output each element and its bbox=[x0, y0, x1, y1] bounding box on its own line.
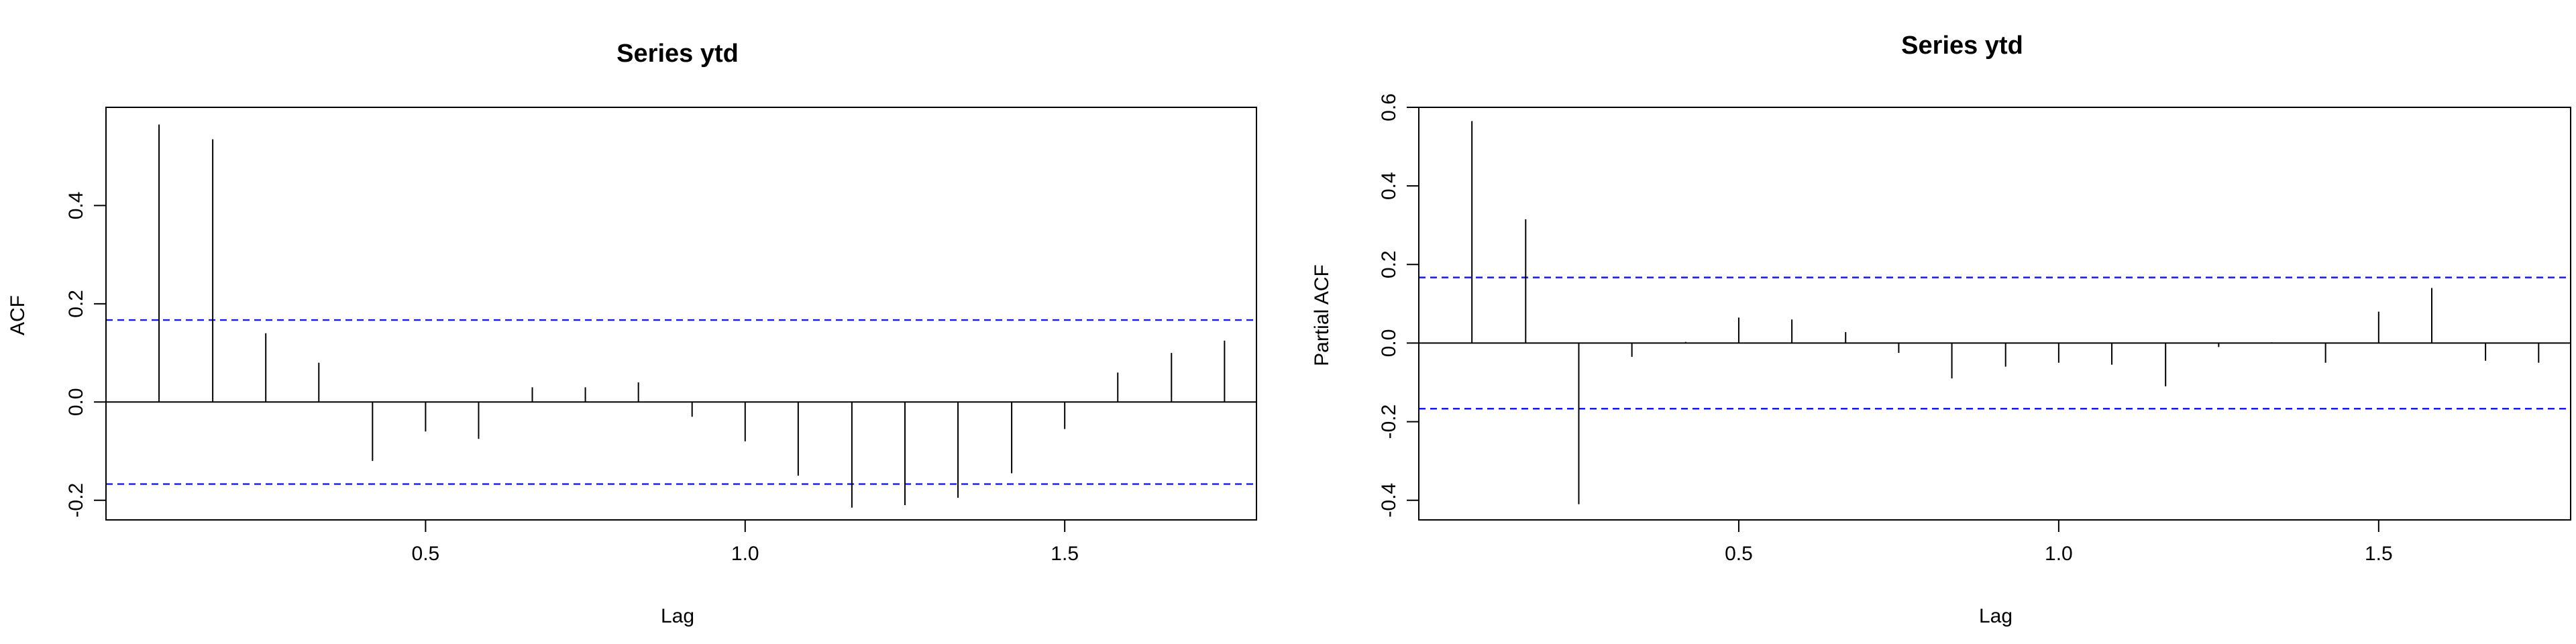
y-tick-label: 0.4 bbox=[65, 192, 87, 220]
pacf-chart: Series ytd 0.5 1.0 1.5 -0.4 -0.2 0.0 0.2 0.4 0.… bbox=[1311, 32, 2571, 627]
acf-chart: Series ytd 0.5 1.0 1.5 -0.2 0.0 0.2 0.4 Lag A… bbox=[7, 40, 1257, 627]
y-tick-label: -0.2 bbox=[1378, 405, 1400, 439]
x-tick-label: 1.5 bbox=[2365, 543, 2393, 565]
chart-title: Series ytd bbox=[616, 40, 739, 68]
y-axis-label: ACF bbox=[7, 295, 29, 335]
x-tick-label: 1.0 bbox=[731, 543, 759, 565]
y-tick-label: 0.2 bbox=[1378, 250, 1400, 278]
y-tick-label: 0.6 bbox=[1378, 93, 1400, 121]
y-tick-label: 0.2 bbox=[65, 290, 87, 318]
plot-frame bbox=[105, 107, 1257, 521]
x-tick-label: 1.0 bbox=[2045, 543, 2073, 565]
x-axis-label: Lag bbox=[1979, 605, 2012, 627]
x-axis-label: Lag bbox=[661, 605, 694, 627]
y-axis-label: Partial ACF bbox=[1311, 264, 1333, 366]
plot-frame bbox=[1418, 107, 2571, 521]
acf-chart-panel: Series ytd 0.5 1.0 1.5 -0.2 0.0 0.2 0.4 Lag A… bbox=[7, 40, 1257, 627]
x-tick-label: 1.5 bbox=[1051, 543, 1079, 565]
x-tick-label: 0.5 bbox=[412, 543, 440, 565]
chart-title: Series ytd bbox=[1901, 32, 2023, 60]
y-tick-label: 0.4 bbox=[1378, 172, 1400, 200]
x-tick-label: 0.5 bbox=[1725, 543, 1753, 565]
y-tick-label: 0.0 bbox=[65, 388, 87, 416]
y-tick-label: -0.4 bbox=[1378, 483, 1400, 518]
y-tick-label: -0.2 bbox=[65, 483, 87, 518]
pacf-chart-panel: Series ytd 0.5 1.0 1.5 -0.4 -0.2 0.0 0.2 0.4 0.… bbox=[1288, 0, 2576, 644]
y-tick-label: 0.0 bbox=[1378, 329, 1400, 358]
